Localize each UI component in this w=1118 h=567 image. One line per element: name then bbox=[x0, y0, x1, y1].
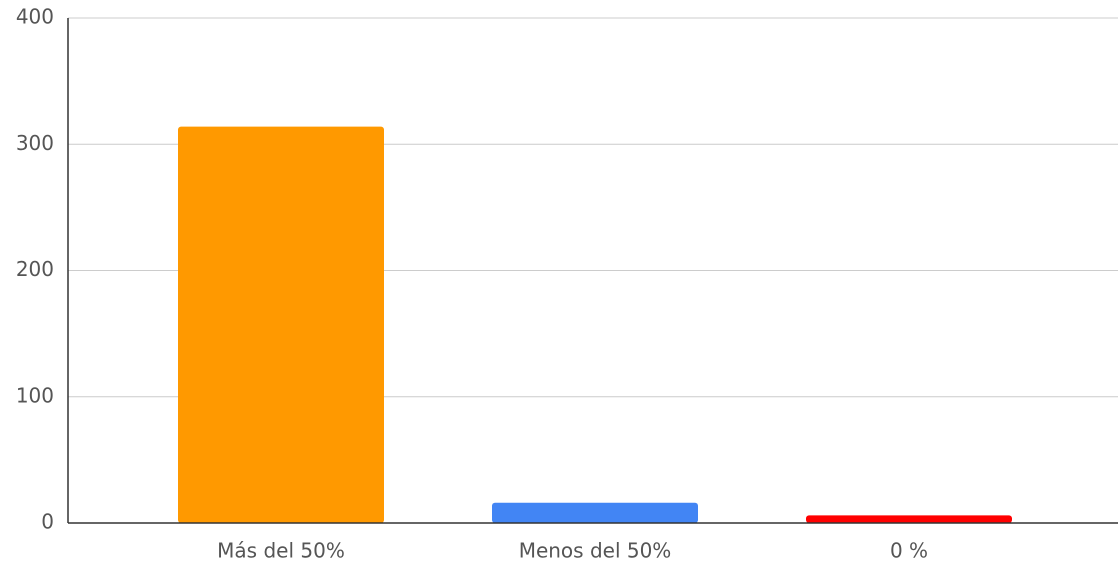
y-tick-label: 400 bbox=[16, 5, 54, 29]
x-tick-label: 0 % bbox=[890, 539, 928, 563]
y-tick-label: 300 bbox=[16, 131, 54, 155]
y-tick-label: 100 bbox=[16, 383, 54, 407]
bar bbox=[178, 126, 384, 523]
x-tick-label: Más del 50% bbox=[217, 539, 345, 563]
y-tick-label: 200 bbox=[16, 257, 54, 281]
y-tick-label: 0 bbox=[41, 510, 54, 534]
bar bbox=[492, 502, 698, 523]
bar bbox=[806, 515, 1012, 523]
x-tick-label: Menos del 50% bbox=[519, 539, 672, 563]
